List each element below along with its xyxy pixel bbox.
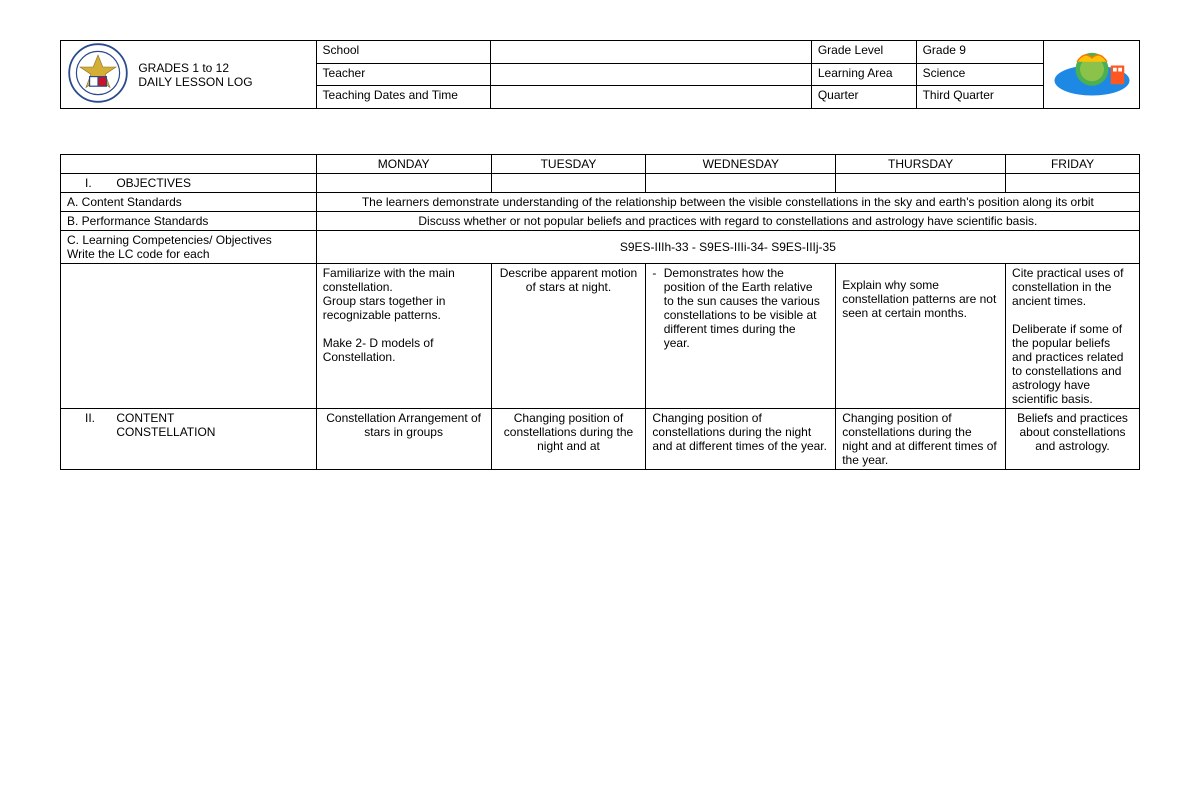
learning-comp-codes-row: C. Learning Competencies/ Objectives Wri… — [61, 231, 1140, 264]
learning-area-label: Learning Area — [811, 63, 916, 86]
day-wed: WEDNESDAY — [646, 155, 836, 174]
learning-comp-label: C. Learning Competencies/ Objectives Wri… — [61, 231, 317, 264]
days-row: MONDAY TUESDAY WEDNESDAY THURSDAY FRIDAY — [61, 155, 1140, 174]
school-label: School — [316, 41, 491, 64]
performance-standards-label: B. Performance Standards — [61, 212, 317, 231]
right-logo-cell — [1044, 41, 1140, 109]
bullet-dash: - — [652, 266, 660, 280]
deped-seal-icon — [68, 43, 128, 103]
day-fri: FRIDAY — [1006, 155, 1140, 174]
content-wed: Changing position of constellations duri… — [646, 409, 836, 470]
quarter-value: Third Quarter — [916, 86, 1044, 109]
content-standards-row: A. Content Standards The learners demons… — [61, 193, 1140, 212]
obj-fri — [1006, 174, 1140, 193]
content-label-text: CONTENT CONSTELLATION — [116, 411, 215, 439]
program-logo-icon — [1047, 43, 1137, 103]
learning-comp-details-row: Familiarize with the main constellation.… — [61, 264, 1140, 409]
day-thu: THURSDAY — [836, 155, 1006, 174]
title-line1: GRADES 1 to 12 — [138, 61, 229, 75]
objectives-label: I. OBJECTIVES — [61, 174, 317, 193]
obj-wed — [646, 174, 836, 193]
content-thu: Changing position of constellations duri… — [836, 409, 1006, 470]
lc-wed-text: Demonstrates how the position of the Ear… — [664, 266, 825, 350]
teacher-label: Teacher — [316, 63, 491, 86]
learning-area-value: Science — [916, 63, 1044, 86]
lc-tue: Describe apparent motion of stars at nig… — [491, 264, 646, 409]
content-row: II. CONTENT CONSTELLATION Constellation … — [61, 409, 1140, 470]
lc-mon: Familiarize with the main constellation.… — [316, 264, 491, 409]
content-standards-label: A. Content Standards — [61, 193, 317, 212]
lc-thu: Explain why some constellation patterns … — [836, 264, 1006, 409]
obj-tue — [491, 174, 646, 193]
lesson-log-header: GRADES 1 to 12 DAILY LESSON LOG School G… — [60, 40, 1140, 109]
objectives-row: I. OBJECTIVES — [61, 174, 1140, 193]
learning-comp-codes: S9ES-IIIh-33 - S9ES-IIIi-34- S9ES-IIIj-3… — [316, 231, 1139, 264]
quarter-label: Quarter — [811, 86, 916, 109]
content-tue: Changing position of constellations duri… — [491, 409, 646, 470]
performance-standards-row: B. Performance Standards Discuss whether… — [61, 212, 1140, 231]
deped-logo-cell — [61, 41, 135, 109]
lc-wed: - Demonstrates how the position of the E… — [646, 264, 836, 409]
roman-ii: II. — [85, 411, 113, 425]
grade-level-label: Grade Level — [811, 41, 916, 64]
roman-i: I. — [85, 176, 113, 190]
school-value — [491, 41, 812, 64]
day-tue: TUESDAY — [491, 155, 646, 174]
learning-comp-blank — [61, 264, 317, 409]
title-line2: DAILY LESSON LOG — [138, 75, 252, 89]
lesson-plan-table: MONDAY TUESDAY WEDNESDAY THURSDAY FRIDAY… — [60, 154, 1140, 470]
obj-thu — [836, 174, 1006, 193]
lc-fri: Cite practical uses of constellation in … — [1006, 264, 1140, 409]
obj-mon — [316, 174, 491, 193]
content-label: II. CONTENT CONSTELLATION — [61, 409, 317, 470]
grade-level-value: Grade 9 — [916, 41, 1044, 64]
content-standards-text: The learners demonstrate understanding o… — [316, 193, 1139, 212]
blank-corner — [61, 155, 317, 174]
dates-value — [491, 86, 812, 109]
performance-standards-text: Discuss whether or not popular beliefs a… — [316, 212, 1139, 231]
title-cell: GRADES 1 to 12 DAILY LESSON LOG — [134, 41, 316, 109]
objectives-text: OBJECTIVES — [116, 176, 191, 190]
day-mon: MONDAY — [316, 155, 491, 174]
content-mon: Constellation Arrangement of stars in gr… — [316, 409, 491, 470]
content-fri: Beliefs and practices about constellatio… — [1006, 409, 1140, 470]
dates-label: Teaching Dates and Time — [316, 86, 491, 109]
teacher-value — [491, 63, 812, 86]
